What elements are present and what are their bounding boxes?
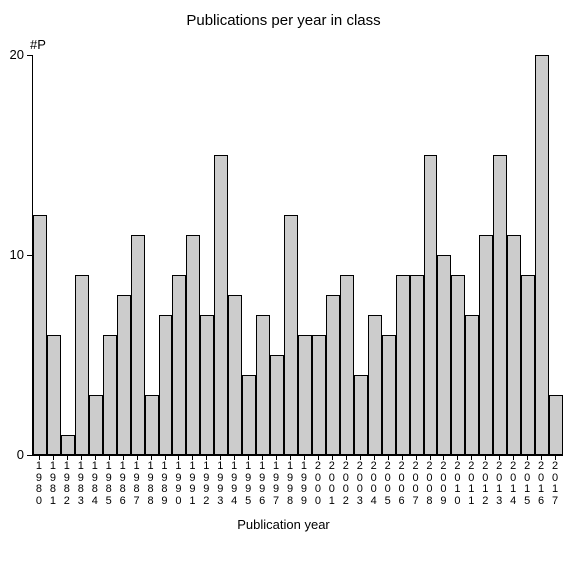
y-tick (27, 55, 32, 56)
y-tick-label: 10 (0, 247, 24, 262)
y-tick-label: 0 (0, 447, 24, 462)
bar (89, 395, 103, 455)
x-tick-label: 1 9 8 0 (32, 461, 46, 507)
x-tick-label: 2 0 1 5 (520, 461, 534, 507)
bar (535, 55, 549, 455)
x-tick-label: 1 9 8 6 (116, 461, 130, 507)
x-tick-label: 1 9 9 8 (283, 461, 297, 507)
bar (33, 215, 47, 455)
x-tick-label: 2 0 0 5 (381, 461, 395, 507)
bar (159, 315, 173, 455)
bar (479, 235, 493, 455)
bar (242, 375, 256, 455)
bar (228, 295, 242, 455)
bar (382, 335, 396, 455)
chart-container: Publications per year in class Publicati… (0, 0, 567, 567)
x-tick-label: 1 9 9 5 (241, 461, 255, 507)
bar (493, 155, 507, 455)
x-tick-label: 2 0 0 2 (339, 461, 353, 507)
x-tick-label: 1 9 8 2 (60, 461, 74, 507)
plot-area (32, 55, 563, 456)
x-tick-label: 2 0 0 7 (409, 461, 423, 507)
bar (521, 275, 535, 455)
x-tick-label: 2 0 1 3 (492, 461, 506, 507)
bar (298, 335, 312, 455)
bar (340, 275, 354, 455)
x-tick-label: 1 9 8 3 (74, 461, 88, 507)
bar (410, 275, 424, 455)
bar (47, 335, 61, 455)
bar (186, 235, 200, 455)
x-tick-label: 2 0 1 2 (478, 461, 492, 507)
bar (437, 255, 451, 455)
bar (549, 395, 563, 455)
x-tick-label: 2 0 0 3 (353, 461, 367, 507)
y-tick-label: 20 (0, 47, 24, 62)
x-tick-label: 2 0 1 0 (450, 461, 464, 507)
x-axis-label: Publication year (0, 517, 567, 532)
bar (312, 335, 326, 455)
bar (284, 215, 298, 455)
bar (103, 335, 117, 455)
bar (270, 355, 284, 455)
x-tick-label: 2 0 1 4 (506, 461, 520, 507)
x-tick-label: 1 9 9 4 (227, 461, 241, 507)
x-tick-label: 1 9 9 7 (269, 461, 283, 507)
bar (75, 275, 89, 455)
x-tick-label: 1 9 9 0 (171, 461, 185, 507)
bar (326, 295, 340, 455)
bar (172, 275, 186, 455)
x-tick-label: 2 0 0 9 (436, 461, 450, 507)
x-tick-label: 2 0 1 7 (548, 461, 562, 507)
x-tick-label: 1 9 9 9 (297, 461, 311, 507)
x-tick-label: 1 9 9 1 (185, 461, 199, 507)
bar (507, 235, 521, 455)
x-tick-label: 1 9 8 5 (102, 461, 116, 507)
x-tick-label: 1 9 8 4 (88, 461, 102, 507)
bar (131, 235, 145, 455)
x-tick-label: 1 9 8 8 (144, 461, 158, 507)
bar (396, 275, 410, 455)
bar (354, 375, 368, 455)
x-tick-label: 1 9 9 6 (255, 461, 269, 507)
y-tick (27, 455, 32, 456)
x-tick-label: 1 9 8 1 (46, 461, 60, 507)
bar (200, 315, 214, 455)
x-tick-label: 2 0 1 6 (534, 461, 548, 507)
x-tick-label: 1 9 8 9 (158, 461, 172, 507)
y-tick (27, 255, 32, 256)
x-tick-label: 2 0 0 6 (395, 461, 409, 507)
bar (214, 155, 228, 455)
bar (424, 155, 438, 455)
x-tick-label: 2 0 0 4 (367, 461, 381, 507)
chart-title: Publications per year in class (0, 12, 567, 29)
x-tick-label: 2 0 0 8 (423, 461, 437, 507)
x-tick-label: 2 0 1 1 (464, 461, 478, 507)
x-tick-label: 1 9 9 2 (199, 461, 213, 507)
bar (145, 395, 159, 455)
x-tick-label: 1 9 8 7 (130, 461, 144, 507)
y-axis-label: #P (30, 37, 46, 52)
bar (368, 315, 382, 455)
x-tick-label: 1 9 9 3 (213, 461, 227, 507)
x-tick-label: 2 0 0 1 (325, 461, 339, 507)
bar (117, 295, 131, 455)
bar (61, 435, 75, 455)
x-tick-label: 2 0 0 0 (311, 461, 325, 507)
bar (256, 315, 270, 455)
bar (451, 275, 465, 455)
bar (465, 315, 479, 455)
